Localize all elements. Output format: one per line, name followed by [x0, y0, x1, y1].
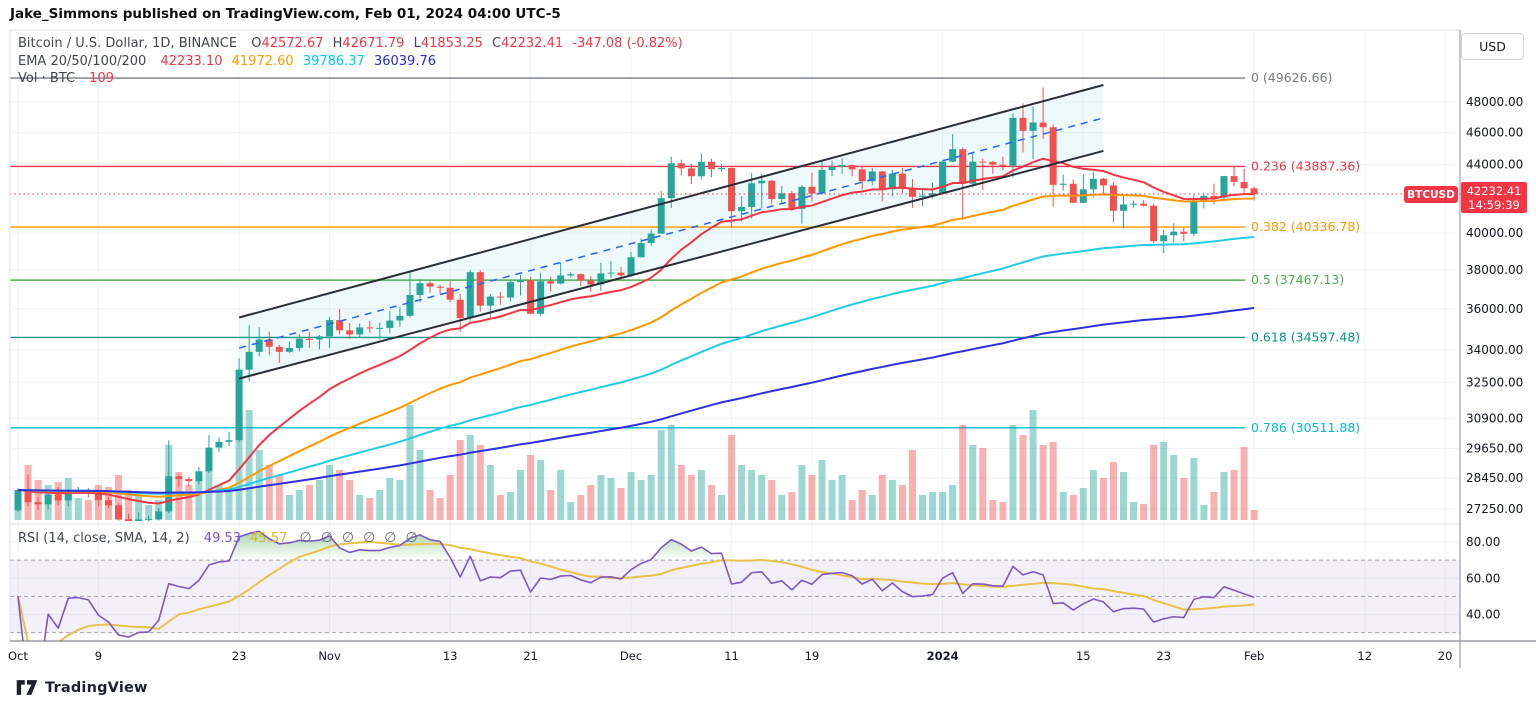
- svg-text:36000.00: 36000.00: [1466, 302, 1523, 316]
- channel-upper-line: [238, 84, 1104, 319]
- tradingview-footer[interactable]: TradingView: [16, 679, 148, 696]
- candles: [14, 87, 1258, 521]
- last-price-badge: 42232.41 14:59:39: [1461, 182, 1527, 213]
- svg-text:29650.00: 29650.00: [1466, 441, 1523, 455]
- change-value: -347.08 (-0.82%): [572, 36, 683, 51]
- svg-text:44000.00: 44000.00: [1466, 158, 1523, 172]
- channel-mid-line: [238, 117, 1104, 349]
- close-label: C: [492, 36, 502, 51]
- symbol-price-chip: BTCUSD: [1404, 186, 1458, 203]
- time-axis[interactable]: Oct 9 23 Nov 13 21 Dec 11 19 2024 15 23 Feb 12 20: [8, 649, 1452, 663]
- price-axis[interactable]: 48000.00 46000.00 44000.00 40000.00 38000.00…: [1466, 95, 1523, 622]
- svg-text:40000.00: 40000.00: [1466, 226, 1523, 240]
- svg-text:28450.00: 28450.00: [1466, 471, 1523, 485]
- open-label: O: [251, 36, 262, 51]
- fib-labels: 0 (49626.66) 0.236 (43887.36) 0.382 (40336…: [1251, 70, 1360, 435]
- svg-text:38000.00: 38000.00: [1466, 263, 1523, 277]
- last-price-value: 42232.41: [1466, 183, 1522, 198]
- tradingview-logo-icon: [16, 680, 38, 695]
- pane-borders: [9, 29, 1536, 668]
- rsi-line: [17, 530, 1255, 641]
- grid-lines: [10, 30, 1460, 641]
- svg-text:Dec: Dec: [620, 649, 642, 663]
- ema20-line: [17, 157, 1255, 505]
- ema200-line: [17, 307, 1255, 494]
- close-value: 42232.41: [501, 36, 564, 51]
- rsi-signal-value: 45.57: [250, 531, 288, 546]
- symbol-title[interactable]: Bitcoin / U.S. Dollar, 1D, BINANCE: [18, 36, 238, 51]
- svg-text:46000.00: 46000.00: [1466, 126, 1523, 140]
- low-label: L: [413, 36, 421, 51]
- ema100-line: [17, 235, 1255, 495]
- volume-bars: [14, 405, 1258, 520]
- rsi-legend-row[interactable]: RSI (14, close, SMA, 14, 2) 49.53 45.57 …: [18, 530, 427, 546]
- svg-text:15: 15: [1076, 649, 1091, 663]
- svg-text:0.786 (30511.88): 0.786 (30511.88): [1251, 420, 1360, 435]
- svg-text:48000.00: 48000.00: [1466, 95, 1523, 109]
- svg-text:0.5 (37467.13): 0.5 (37467.13): [1251, 272, 1344, 287]
- svg-text:30900.00: 30900.00: [1466, 412, 1523, 426]
- svg-text:9: 9: [95, 649, 102, 663]
- rsi-overbought-fill: [18, 531, 1255, 561]
- svg-text:80.00: 80.00: [1466, 535, 1500, 549]
- svg-text:0.382 (40336.78): 0.382 (40336.78): [1251, 219, 1360, 234]
- ema100-value: 39786.37: [302, 54, 365, 69]
- svg-text:Oct: Oct: [8, 649, 28, 663]
- ema50-value: 41972.60: [231, 54, 294, 69]
- open-value: 42572.67: [261, 36, 324, 51]
- rsi-hidden-value-markers: ∅∅∅∅∅∅: [299, 530, 427, 546]
- volume-legend-row[interactable]: Vol · BTC 109: [18, 71, 114, 86]
- currency-usd-button[interactable]: USD: [1461, 33, 1524, 60]
- svg-text:2024: 2024: [927, 649, 959, 663]
- rsi-pane[interactable]: [10, 530, 1460, 687]
- ascending-channel-fill: [239, 84, 1104, 379]
- svg-text:Nov: Nov: [318, 649, 341, 663]
- bar-countdown: 14:59:39: [1468, 197, 1520, 212]
- svg-text:13: 13: [443, 649, 458, 663]
- svg-text:20: 20: [1438, 649, 1453, 663]
- rsi-value: 49.53: [203, 531, 242, 546]
- symbol-legend-row[interactable]: Bitcoin / U.S. Dollar, 1D, BINANCE O4257…: [18, 36, 683, 51]
- svg-text:0.618 (34597.48): 0.618 (34597.48): [1251, 329, 1360, 344]
- svg-text:19: 19: [805, 649, 820, 663]
- high-value: 42671.79: [342, 36, 405, 51]
- ema20-value: 42233.10: [160, 54, 223, 69]
- channel-lower-line: [238, 149, 1104, 380]
- svg-text:34000.00: 34000.00: [1466, 343, 1523, 357]
- published-header: Jake_Simmons published on TradingView.co…: [10, 6, 561, 22]
- rsi-label[interactable]: RSI (14, close, SMA, 14, 2): [18, 531, 190, 546]
- ema-label[interactable]: EMA 20/50/100/200: [18, 54, 147, 69]
- svg-text:12: 12: [1357, 649, 1372, 663]
- svg-text:0 (49626.66): 0 (49626.66): [1251, 70, 1332, 85]
- svg-text:60.00: 60.00: [1466, 571, 1500, 585]
- svg-text:27250.00: 27250.00: [1466, 502, 1523, 516]
- tradingview-logo-text: TradingView: [45, 679, 148, 696]
- svg-text:0.236 (43887.36): 0.236 (43887.36): [1251, 158, 1360, 173]
- svg-text:23: 23: [1156, 649, 1171, 663]
- rsi-signal-line: [17, 540, 1255, 641]
- svg-text:11: 11: [724, 649, 739, 663]
- ema200-value: 36039.76: [373, 54, 436, 69]
- high-label: H: [332, 36, 343, 51]
- ema-legend-row[interactable]: EMA 20/50/100/200 42233.10 41972.60 3978…: [18, 54, 436, 69]
- svg-text:40.00: 40.00: [1466, 608, 1500, 622]
- low-value: 41853.25: [420, 36, 483, 51]
- svg-text:21: 21: [523, 649, 538, 663]
- svg-text:32500.00: 32500.00: [1466, 375, 1523, 389]
- volume-value: 109: [89, 71, 114, 86]
- svg-text:Feb: Feb: [1244, 649, 1264, 663]
- price-pane[interactable]: [10, 77, 1460, 524]
- svg-text:23: 23: [232, 649, 247, 663]
- volume-label[interactable]: Vol · BTC: [18, 71, 76, 86]
- ema50-line: [17, 193, 1255, 498]
